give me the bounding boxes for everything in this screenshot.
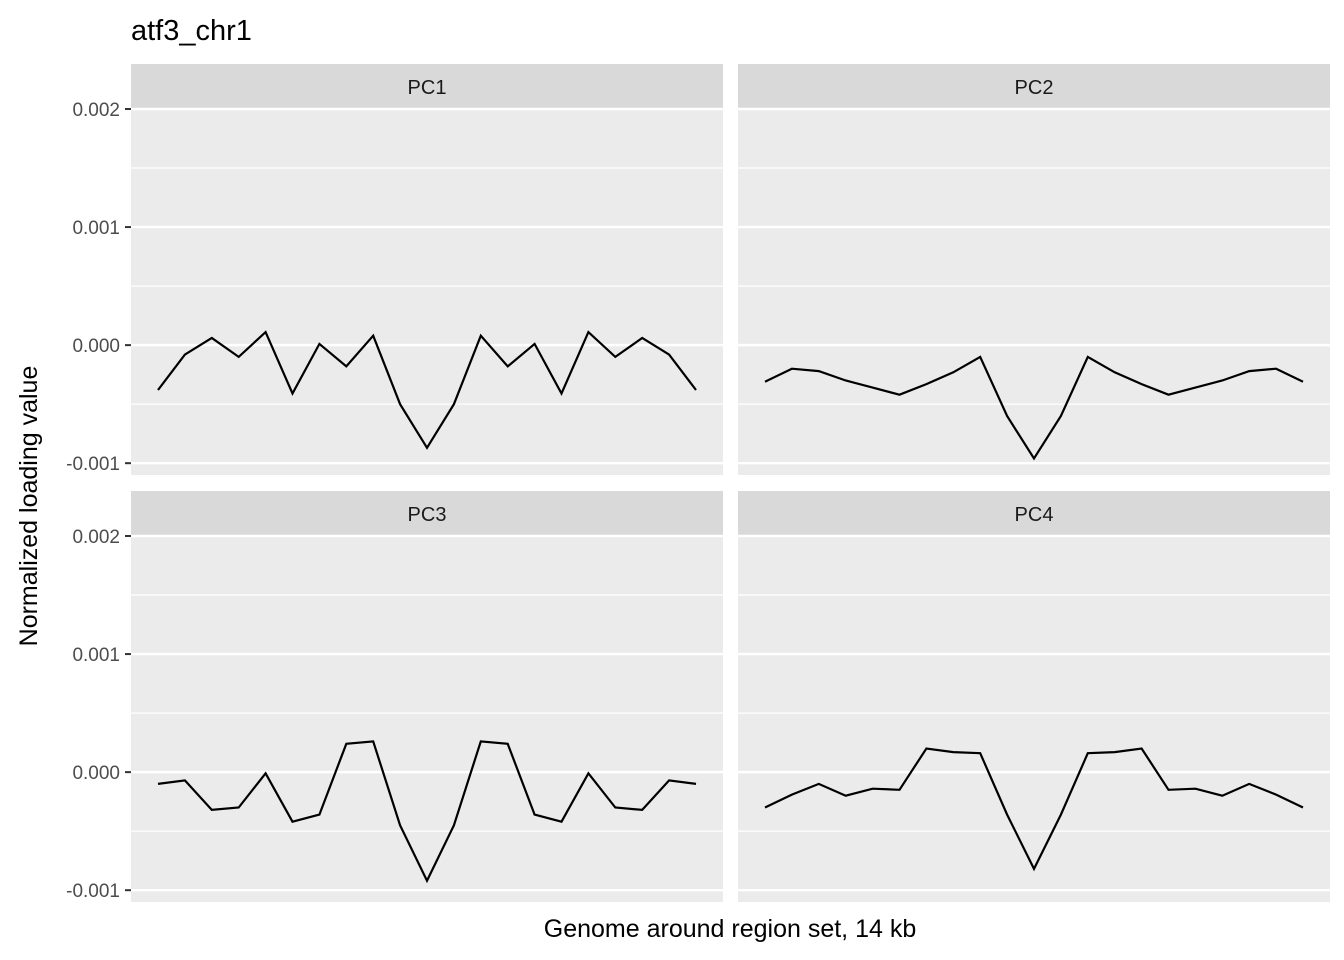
facet-strip-pc3	[131, 491, 723, 536]
y-tick-label: 0.000	[72, 336, 120, 357]
chart-title: atf3_chr1	[131, 15, 252, 47]
series-line-pc1	[157, 330, 697, 450]
panel-background-pc3	[131, 536, 723, 902]
y-tick-label: 0.001	[72, 645, 120, 666]
facet-strip-pc4	[738, 491, 1330, 536]
y-tick-label: -0.001	[66, 454, 120, 475]
facet-label-pc1: PC1	[408, 77, 447, 99]
series-line-pc4	[764, 747, 1304, 872]
facet-strip-pc2	[738, 64, 1330, 109]
panel-background-pc1	[131, 109, 723, 475]
y-tick-label: -0.001	[66, 881, 120, 902]
panel-background-pc2	[738, 109, 1330, 475]
facet-label-pc3: PC3	[408, 504, 447, 526]
y-tick-label: 0.000	[72, 763, 120, 784]
x-axis-title: Genome around region set, 14 kb	[544, 915, 916, 943]
y-axis-title: Normalized loading value	[15, 366, 43, 647]
series-line-pc2	[764, 355, 1304, 461]
panel-background-pc4	[738, 536, 1330, 902]
y-tick-label: 0.002	[72, 527, 120, 548]
facet-panels: PC1 -0.001 0.000 0.001 0.002 PC2 PC3 -0.001 0.00…	[66, 64, 1330, 902]
facet-strip-pc1	[131, 64, 723, 109]
y-tick-label: 0.001	[72, 218, 120, 239]
facet-label-pc4: PC4	[1015, 504, 1054, 526]
facet-label-pc2: PC2	[1015, 77, 1054, 99]
y-tick-label: 0.002	[72, 100, 120, 121]
series-line-pc3	[157, 740, 697, 884]
